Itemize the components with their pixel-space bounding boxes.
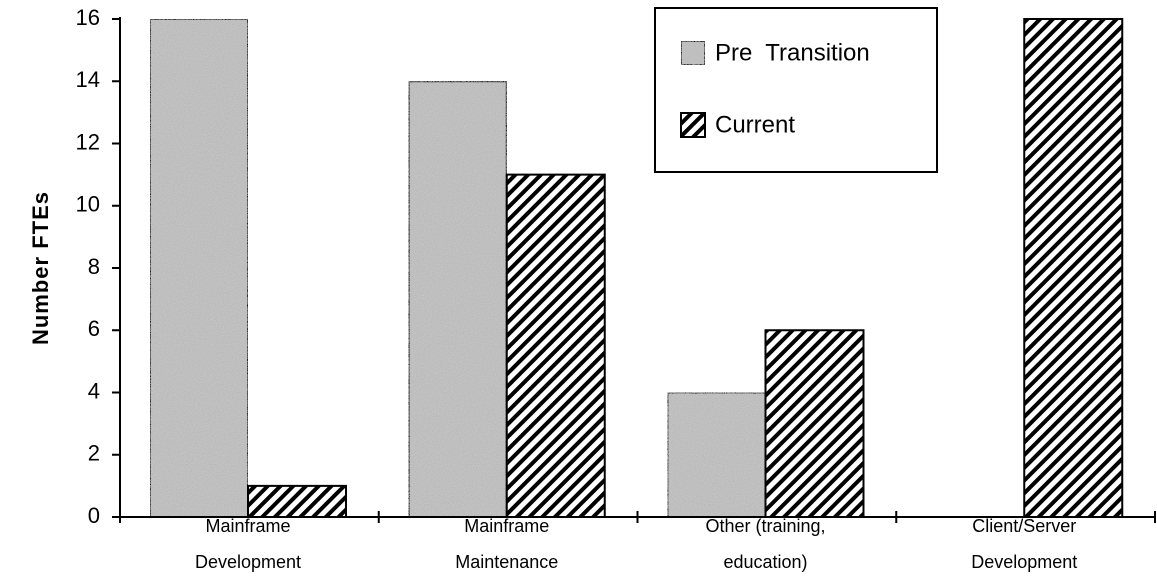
legend-swatch <box>680 40 706 66</box>
y-tick-label: 6 <box>88 316 100 341</box>
bar <box>666 391 767 518</box>
y-tick-label: 4 <box>88 378 100 403</box>
x-tick-label: Other (training, education) <box>705 516 825 572</box>
y-tick-label: 14 <box>76 67 100 92</box>
legend-box <box>654 7 938 173</box>
bar <box>247 484 347 518</box>
legend-label: Current <box>715 111 795 138</box>
x-tick-label: Mainframe Maintenance <box>455 516 558 572</box>
bar <box>1023 18 1124 518</box>
bar <box>764 329 865 518</box>
y-tick-label: 12 <box>76 129 100 154</box>
y-tick-label: 8 <box>88 254 100 279</box>
bar <box>149 18 249 518</box>
bar <box>407 80 508 518</box>
bar <box>505 173 606 518</box>
x-tick-label: Mainframe Development <box>195 516 301 572</box>
y-tick-label: 2 <box>88 441 100 466</box>
x-tick-label: Client/Server Development <box>971 516 1077 572</box>
y-tick-label: 16 <box>76 5 100 30</box>
y-tick-label: 0 <box>88 503 100 528</box>
y-tick-label: 10 <box>76 192 100 217</box>
legend-label: Pre Transition <box>715 39 870 66</box>
legend-swatch <box>680 112 706 138</box>
y-axis-label: Number FTEs <box>28 191 53 345</box>
